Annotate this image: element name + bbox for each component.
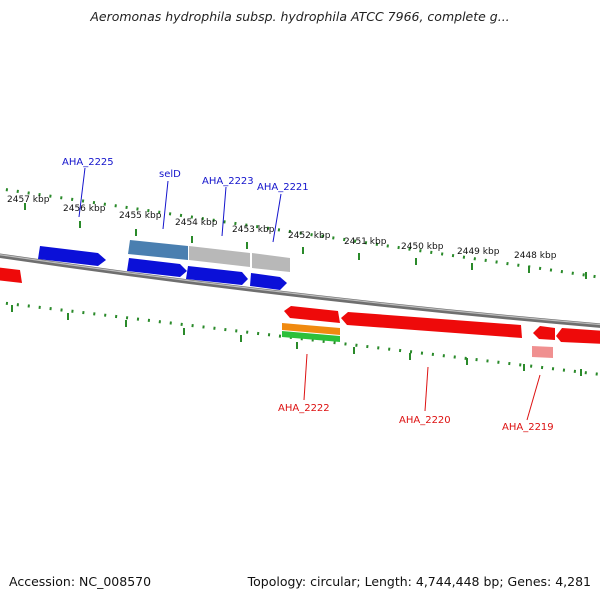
gene-label[interactable]: selD [159, 169, 181, 180]
gene-arrow[interactable] [533, 326, 555, 340]
gene-label[interactable]: AHA_2221 [257, 182, 309, 193]
label-leader [272, 193, 282, 243]
gene-label[interactable]: AHA_2225 [62, 157, 114, 168]
gene-arrow[interactable] [127, 258, 187, 277]
gene-arrow[interactable] [38, 246, 106, 266]
genome-backbone-highlight [0, 254, 600, 326]
scale-label: 2457 kbp [7, 195, 50, 205]
scale-label: 2449 kbp [457, 247, 500, 257]
major-ticks-outer [24, 203, 587, 279]
scale-label: 2455 kbp [119, 211, 162, 221]
gene-label[interactable]: AHA_2220 [399, 415, 451, 426]
scale-label: 2456 kbp [63, 204, 106, 214]
label-leader [424, 366, 429, 412]
label-leader [221, 186, 227, 237]
scale-label: 2454 kbp [175, 218, 218, 228]
major-ticks-inner [11, 305, 582, 376]
gene-arrow[interactable] [186, 266, 248, 285]
scale-label: 2450 kbp [401, 242, 444, 252]
gene-arrow[interactable] [341, 312, 522, 338]
feature-bar[interactable] [128, 240, 188, 260]
feature-bar[interactable] [282, 323, 340, 335]
gene-label[interactable]: AHA_2223 [202, 176, 254, 187]
scale-label: 2448 kbp [514, 251, 557, 261]
label-leader [78, 167, 86, 218]
reverse-genes [0, 267, 600, 358]
scale-label: 2453 kbp [232, 225, 275, 235]
genome-backbone [0, 253, 600, 328]
gene-label[interactable]: AHA_2219 [502, 422, 554, 433]
feature-bar[interactable] [532, 346, 553, 358]
map-title: Aeromonas hydrophila subsp. hydrophila A… [90, 9, 510, 24]
scale-label: 2452 kbp [288, 231, 331, 241]
forward-genes [38, 240, 290, 290]
label-leader [162, 180, 169, 230]
feature-bar[interactable] [252, 253, 290, 272]
label-leader [303, 353, 308, 401]
feature-bar[interactable] [282, 331, 340, 342]
accession-text: Accession: NC_008570 [9, 574, 152, 589]
scale-label: 2451 kbp [344, 237, 387, 247]
gene-arrow[interactable] [284, 306, 340, 323]
gene-label[interactable]: AHA_2222 [278, 403, 330, 414]
label-leader [526, 374, 541, 421]
genome-summary-text: Topology: circular; Length: 4,744,448 bp… [247, 574, 591, 589]
gene-arrow[interactable] [250, 273, 287, 290]
outer-tick-track [0, 187, 600, 279]
gene-arrow[interactable] [0, 267, 22, 283]
gene-arrow[interactable] [556, 328, 600, 344]
feature-bar[interactable] [189, 246, 250, 267]
